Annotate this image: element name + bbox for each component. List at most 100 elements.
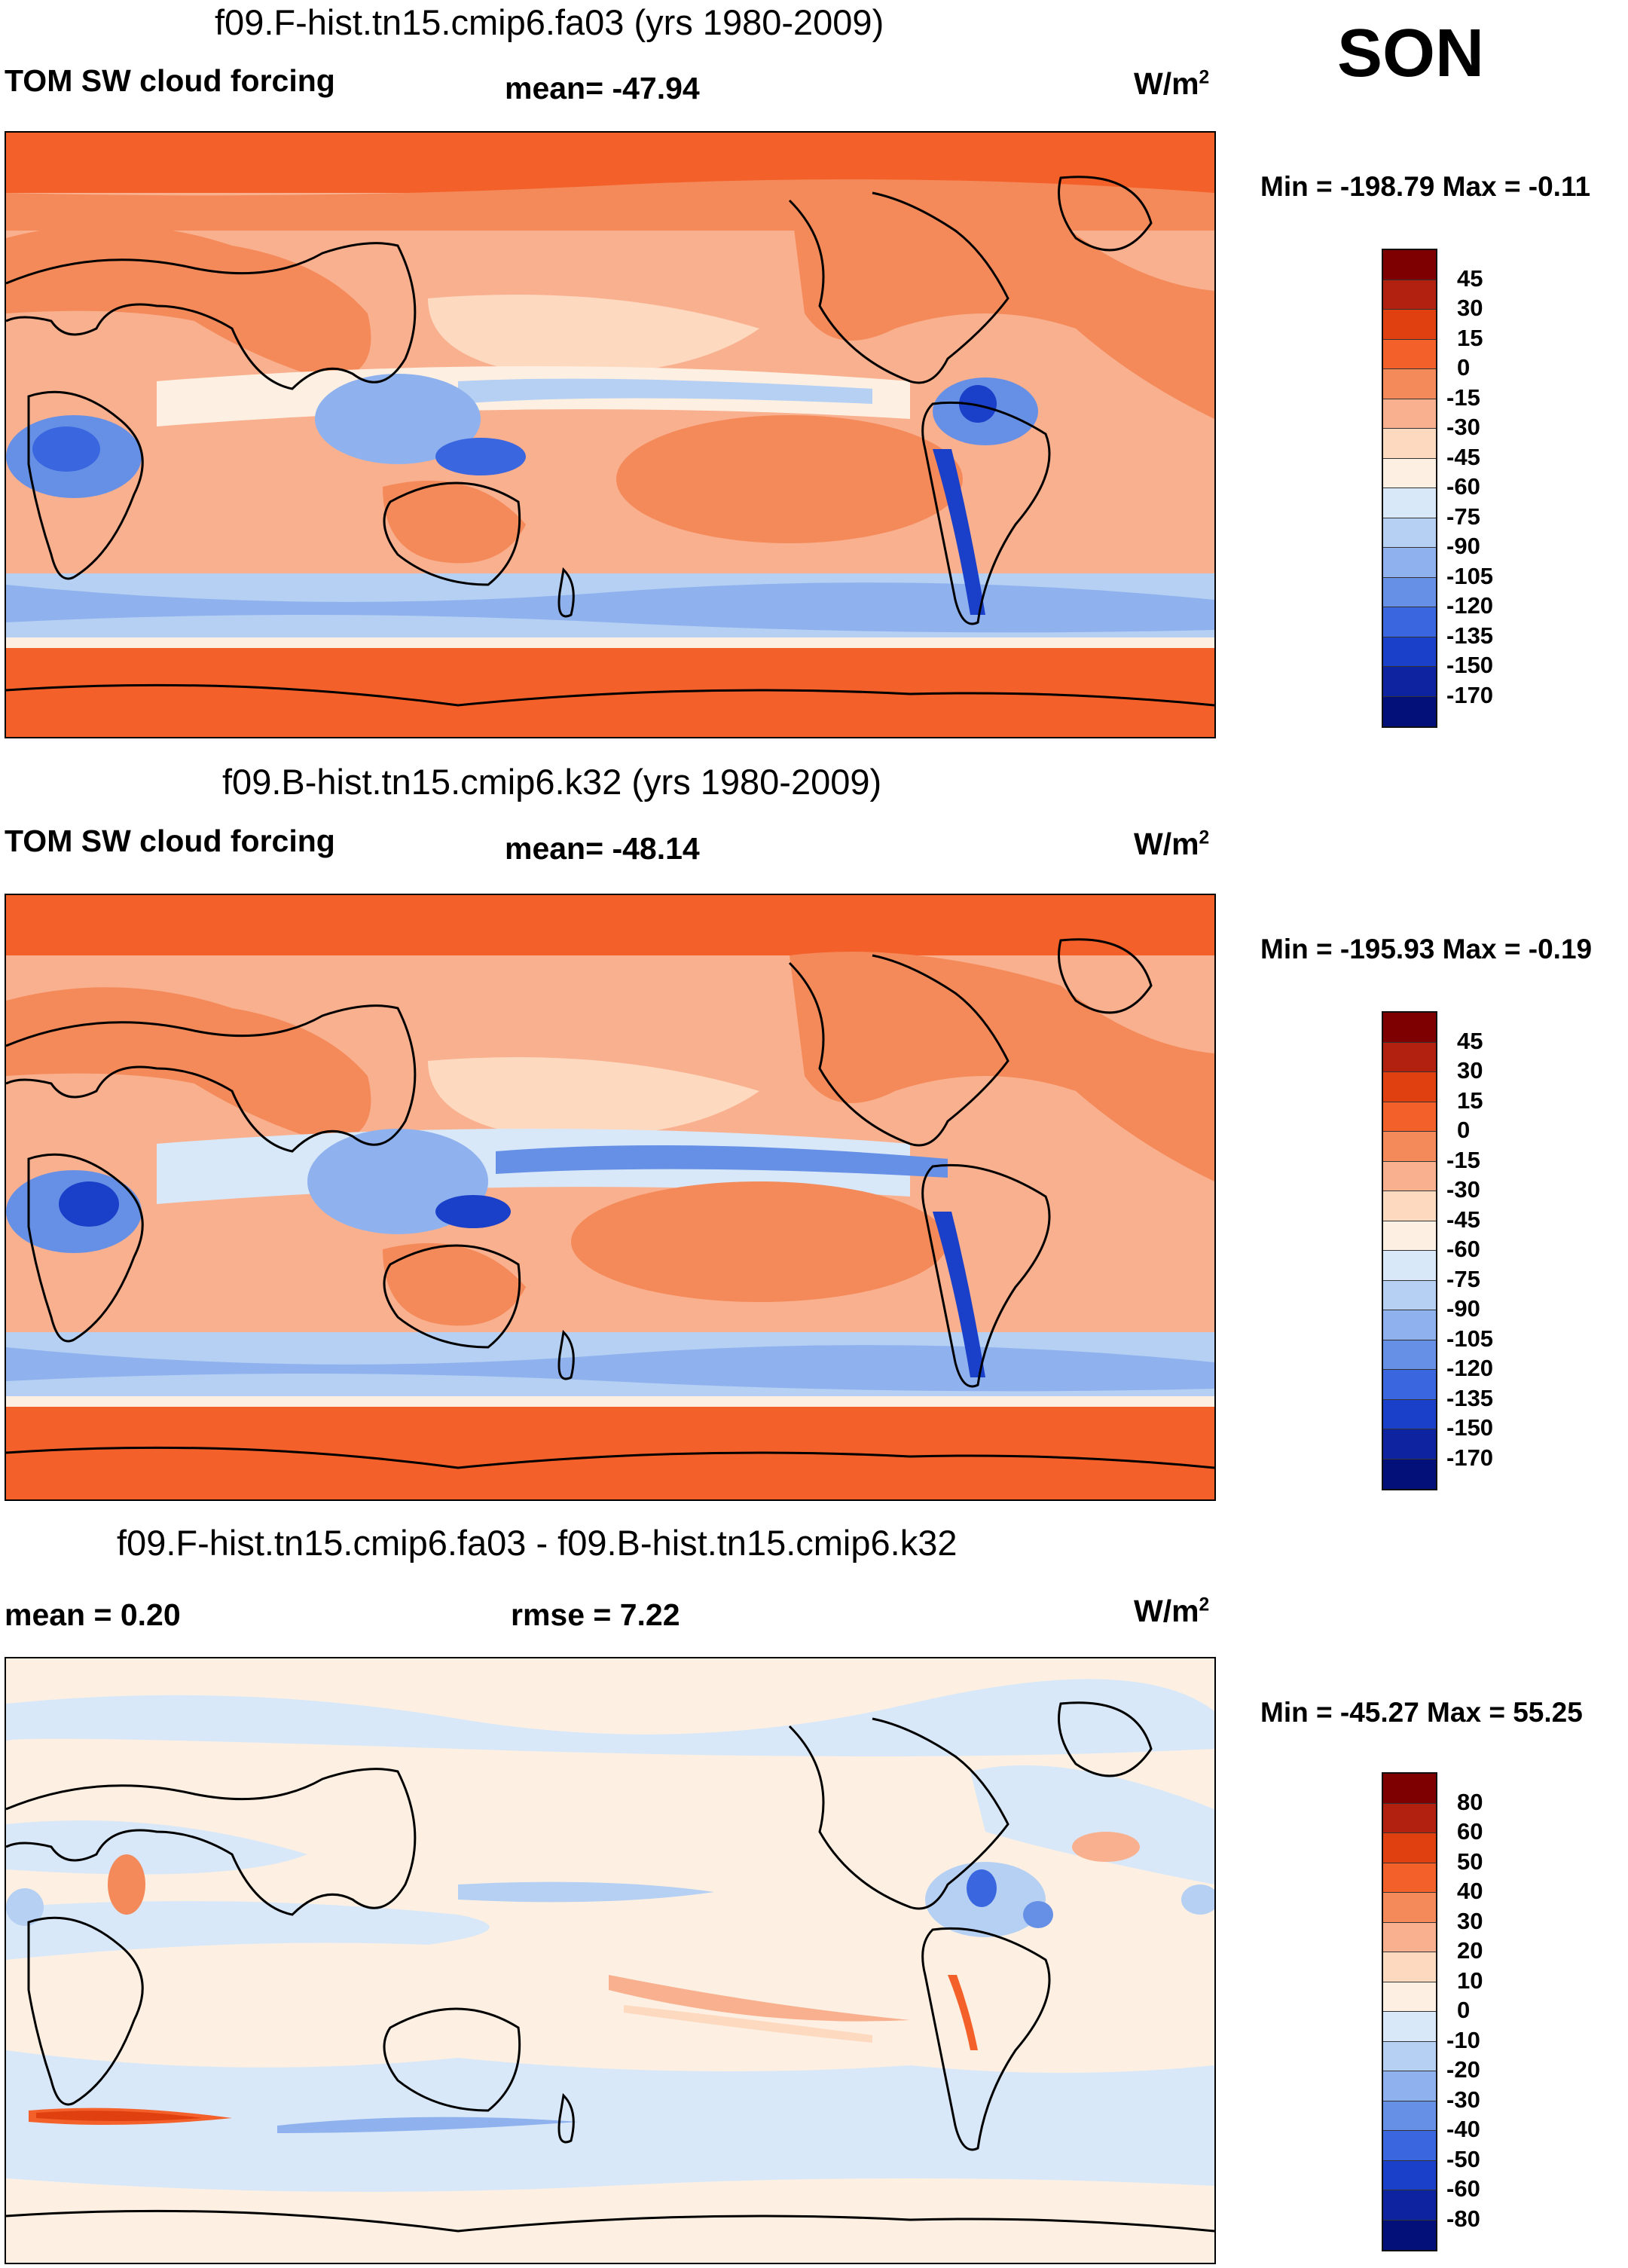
colorbar-tick-label: -170 [1446,1444,1494,1471]
colorbar-segment [1383,696,1436,726]
colorbar-tick-label: 15 [1457,324,1483,351]
colorbar-tick-label: 60 [1457,1818,1483,1845]
season-label: SON [1337,16,1485,91]
panel-1-units: W/m2 [1134,66,1210,101]
colorbar-segment [1383,667,1436,697]
panel-2-title: f09.B-hist.tn15.cmip6.k32 (yrs 1980-2009… [222,762,882,802]
colorbar-segment [1383,577,1436,607]
panel-3-map [5,1657,1216,2264]
colorbar-tick-label: -75 [1446,503,1480,530]
colorbar-tick-label: -135 [1446,1384,1494,1411]
colorbar-tick-label: -105 [1446,562,1494,589]
colorbar-tick-label: 0 [1457,354,1471,381]
colorbar-segment [1383,1042,1436,1072]
colorbar-segment [1383,1280,1436,1310]
panel-3-units: W/m2 [1134,1594,1210,1628]
colorbar-tick-label: 0 [1457,1997,1471,2023]
colorbar-tick-label: -15 [1446,384,1480,411]
colorbar-segment [1383,1833,1436,1863]
colorbar-segment [1383,1774,1436,1804]
colorbar-segment [1383,1399,1436,1429]
colorbar-segment [1383,1013,1436,1043]
colorbar-segment [1383,1221,1436,1251]
colorbar-tick-label: -20 [1446,2056,1480,2083]
colorbar-segment [1383,280,1436,310]
panel-2-map-svg [6,895,1214,1499]
colorbar-segment [1383,2071,1436,2101]
colorbar-tick-label: -90 [1446,1295,1480,1322]
colorbar-segment [1383,1161,1436,1191]
colorbar-segment [1383,1429,1436,1460]
panel-2-map [5,894,1216,1501]
colorbar-segment [1383,2041,1436,2071]
colorbar-tick-label: 30 [1457,1907,1483,1934]
colorbar-segment [1383,310,1436,340]
colorbar-tick-label: 45 [1457,1027,1483,1054]
panel-3-colorbar-ticks: 80 60 50 40 30 20 10 0 -10 -20 -30 -40 -50 -60 -80 [1446,1772,1537,2248]
colorbar-segment [1383,2190,1436,2221]
panel-2-mean-label: mean= -48.14 [505,831,700,866]
colorbar-tick-label: -15 [1446,1146,1480,1173]
colorbar-tick-label: -80 [1446,2205,1480,2232]
colorbar-segment [1383,1132,1436,1162]
colorbar-segment [1383,2101,1436,2131]
colorbar-tick-label: -150 [1446,652,1494,678]
colorbar-tick-label: 80 [1457,1788,1483,1815]
colorbar-tick-label: -120 [1446,592,1494,619]
colorbar-tick-label: -45 [1446,443,1480,470]
panel-2-minmax: Min = -195.93 Max = -0.19 [1260,934,1593,964]
panel-3-title: f09.F-hist.tn15.cmip6.fa03 - f09.B-hist.… [117,1523,958,1563]
colorbar-tick-label: -170 [1446,681,1494,708]
colorbar-segment [1383,548,1436,578]
panel-2-variable-label: TOM SW cloud forcing [5,824,335,858]
colorbar-segment [1383,250,1436,280]
colorbar-tick-label: -135 [1446,622,1494,649]
colorbar-tick-label: -105 [1446,1325,1494,1352]
colorbar-segment [1383,607,1436,637]
colorbar-tick-label: -120 [1446,1355,1494,1381]
panel-2-colorbar-ticks: 45 30 15 0 -15 -30 -45 -60 -75 -90 -105 -120 -135 -15… [1446,1011,1537,1487]
colorbar-tick-label: 40 [1457,1878,1483,1904]
colorbar-tick-label: 0 [1457,1117,1471,1143]
panel-3-minmax: Min = -45.27 Max = 55.25 [1260,1697,1583,1728]
panel-1-colorbar [1382,249,1437,728]
colorbar-tick-label: -30 [1446,1176,1480,1203]
colorbar-tick-label: -75 [1446,1265,1480,1292]
colorbar-segment [1383,1310,1436,1340]
colorbar-segment [1383,1459,1436,1489]
colorbar-segment [1383,399,1436,429]
colorbar-segment [1383,2012,1436,2042]
colorbar-tick-label: 20 [1457,1937,1483,1964]
colorbar-tick-label: 50 [1457,1848,1483,1875]
panel-1-minmax: Min = -198.79 Max = -0.11 [1260,171,1591,202]
colorbar-segment [1383,1072,1436,1102]
panel-1-variable-label: TOM SW cloud forcing [5,63,335,98]
colorbar-segment [1383,339,1436,369]
colorbar-segment [1383,1893,1436,1923]
colorbar-tick-label: -60 [1446,2175,1480,2202]
panel-1-map [5,131,1216,738]
panel-3-map-svg [6,1658,1214,2263]
colorbar-tick-label: -50 [1446,2145,1480,2172]
colorbar-segment [1383,1102,1436,1132]
panel-2-units: W/m2 [1134,827,1210,861]
colorbar-segment [1383,488,1436,518]
panel-2-colorbar [1382,1011,1437,1490]
colorbar-tick-label: 30 [1457,295,1483,321]
colorbar-tick-label: -45 [1446,1206,1480,1233]
colorbar-tick-label: 15 [1457,1087,1483,1114]
colorbar-segment [1383,1952,1436,1982]
colorbar-segment [1383,1922,1436,1952]
colorbar-segment [1383,637,1436,667]
panel-1-title: f09.F-hist.tn15.cmip6.fa03 (yrs 1980-200… [215,2,884,42]
colorbar-segment [1383,1191,1436,1221]
colorbar-segment [1383,2131,1436,2161]
panel-3-colorbar [1382,1772,1437,2251]
colorbar-tick-label: -60 [1446,473,1480,500]
panel-1-map-svg [6,133,1214,737]
colorbar-segment [1383,429,1436,459]
colorbar-segment [1383,1370,1436,1400]
colorbar-segment [1383,2160,1436,2190]
colorbar-tick-label: -150 [1446,1414,1494,1441]
colorbar-tick-label: -30 [1446,414,1480,440]
